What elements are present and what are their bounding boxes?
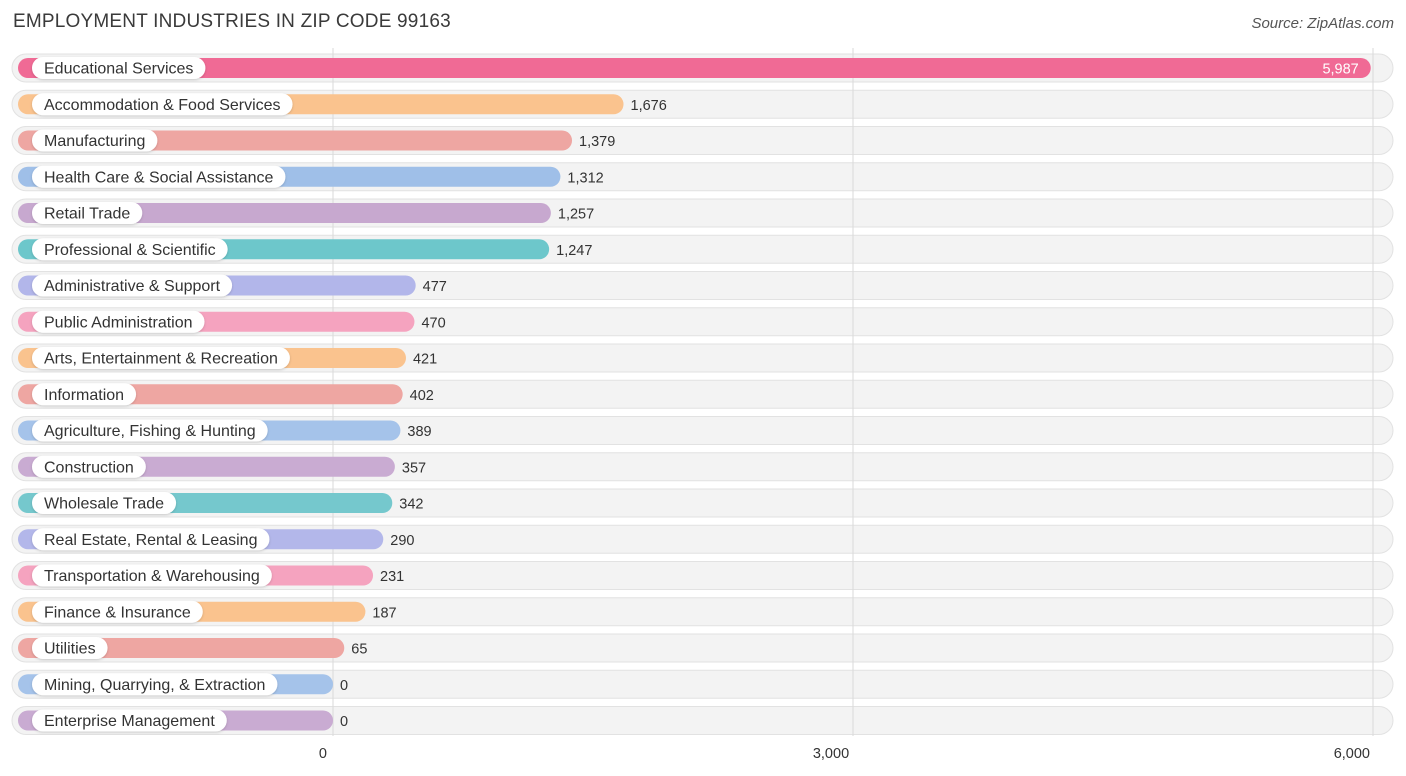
bar — [18, 130, 573, 151]
bar-row: Mining, Quarrying, & Extraction 0 — [18, 673, 348, 696]
value-label: 65 — [351, 642, 367, 658]
category-label-pill — [32, 57, 206, 79]
value-label: 1,312 — [567, 170, 603, 186]
value-label: 187 — [372, 605, 396, 621]
value-label: 290 — [390, 533, 414, 549]
bar-row: Accommodation & Food Services 1,676 — [18, 93, 667, 116]
value-label: 1,257 — [558, 207, 594, 223]
category-label-pill — [32, 600, 203, 623]
value-label: 342 — [399, 497, 423, 513]
category-label-pill — [32, 709, 227, 732]
bar-row: Arts, Entertainment & Recreation 421 — [18, 347, 437, 369]
value-label: 1,379 — [579, 134, 615, 150]
bar-row: Manufacturing 1,379 — [18, 129, 615, 152]
value-label: 1,676 — [631, 98, 667, 114]
bar-row: Real Estate, Rental & Leasing 290 — [18, 528, 414, 551]
bar-row: Information 402 — [18, 383, 434, 406]
bar-row: Administrative & Support 477 — [18, 274, 447, 297]
bar-track — [11, 633, 1394, 663]
category-label-pill — [32, 383, 137, 406]
category-label-pill — [32, 202, 143, 224]
category-label-pill — [32, 637, 108, 659]
bar-row: Utilities 65 — [18, 637, 367, 659]
category-label: Finance & Insurance — [44, 604, 191, 621]
value-label: 0 — [340, 678, 348, 694]
category-label-pill — [32, 310, 205, 333]
value-label: 0 — [340, 714, 348, 730]
value-label: 402 — [410, 388, 434, 404]
category-label: Transportation & Warehousing — [44, 568, 260, 585]
category-label: Arts, Entertainment & Recreation — [44, 351, 278, 368]
category-label: Real Estate, Rental & Leasing — [44, 532, 257, 549]
category-label-pill — [32, 274, 233, 297]
category-label-pill — [32, 492, 177, 514]
value-label: 357 — [402, 460, 426, 476]
category-label-pill — [32, 238, 228, 261]
category-label-pill — [32, 93, 293, 116]
category-label: Administrative & Support — [44, 278, 221, 295]
category-label-pill — [32, 564, 272, 587]
x-tick-label: 6,000 — [1334, 746, 1370, 762]
category-label: Construction — [44, 459, 134, 476]
category-label: Retail Trade — [44, 206, 130, 223]
category-label: Wholesale Trade — [44, 496, 164, 513]
value-label: 389 — [407, 424, 431, 440]
value-label: 470 — [421, 315, 445, 331]
bar-row: Agriculture, Fishing & Hunting 389 — [18, 419, 432, 442]
category-label: Accommodation & Food Services — [44, 97, 281, 114]
category-label-pill — [32, 673, 278, 696]
category-label-pill — [32, 129, 158, 152]
value-label: 231 — [380, 569, 404, 585]
bar-track — [11, 706, 1394, 735]
bar-row: Finance & Insurance 187 — [18, 600, 397, 623]
category-label: Educational Services — [44, 61, 193, 78]
category-label-pill — [32, 528, 270, 551]
category-label-pill — [32, 165, 286, 188]
bar-row: Public Administration 470 — [18, 310, 446, 333]
bar-track — [11, 669, 1394, 699]
bar-row: Enterprise Management 0 — [18, 709, 348, 732]
category-label: Information — [44, 387, 124, 404]
category-label: Public Administration — [44, 314, 193, 331]
value-label: 1,247 — [556, 243, 592, 259]
category-label: Agriculture, Fishing & Hunting — [44, 423, 256, 440]
source-note: Source: ZipAtlas.com — [1251, 15, 1394, 32]
bar-row: Construction 357 — [18, 455, 426, 478]
x-tick-label: 3,000 — [813, 746, 849, 762]
category-label: Professional & Scientific — [44, 242, 216, 259]
category-label-pill — [32, 347, 290, 369]
x-tick-label: 0 — [319, 746, 327, 762]
value-label: 5,987 — [1322, 62, 1358, 78]
value-label: 421 — [413, 352, 437, 368]
bar-row: Wholesale Trade 342 — [18, 492, 423, 514]
category-label: Enterprise Management — [44, 713, 215, 730]
bar-row: Retail Trade 1,257 — [18, 202, 594, 224]
category-label-pill — [32, 455, 146, 478]
value-label: 477 — [423, 279, 447, 295]
bar — [18, 203, 551, 223]
bar-row: Transportation & Warehousing 231 — [18, 564, 404, 587]
bar-row: Health Care & Social Assistance 1,312 — [18, 165, 604, 188]
bar-row: Educational Services 5,987 — [18, 57, 1371, 79]
category-label-pill — [32, 419, 268, 442]
category-label: Manufacturing — [44, 133, 145, 150]
category-label: Mining, Quarrying, & Extraction — [44, 677, 265, 694]
category-label: Utilities — [44, 641, 96, 658]
chart-title: EMPLOYMENT INDUSTRIES IN ZIP CODE 99163 — [13, 11, 451, 32]
bar — [18, 58, 1371, 78]
bar-row: Professional & Scientific 1,247 — [18, 238, 592, 261]
category-label: Health Care & Social Assistance — [44, 169, 274, 186]
